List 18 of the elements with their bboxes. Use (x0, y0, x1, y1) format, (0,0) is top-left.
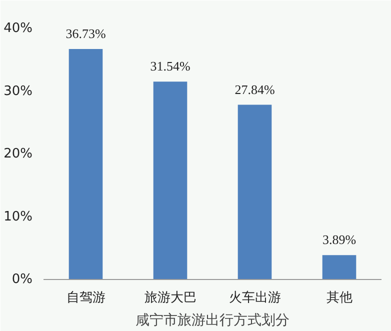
x-tick-label: 火车出游 (228, 290, 281, 306)
y-tick-label: 30% (4, 84, 33, 99)
x-tick-label: 自驾游 (66, 290, 106, 306)
data-label: 31.54% (150, 58, 190, 74)
y-tick-label: 10% (4, 209, 33, 224)
data-label: 3.89% (322, 232, 356, 248)
y-tick-label: 40% (4, 21, 33, 36)
data-label: 27.84% (234, 82, 275, 97)
bar (238, 104, 272, 280)
bar (68, 49, 103, 280)
data-label: 36.73% (66, 26, 106, 42)
y-tick-label: 20% (4, 146, 33, 162)
x-tick-label: 旅游大巴 (144, 290, 196, 306)
x-axis-title: 咸宁市旅游出行方式划分 (136, 312, 290, 328)
x-tick-label: 其他 (326, 290, 352, 306)
y-tick-label: 0% (12, 272, 32, 287)
bar (153, 82, 188, 280)
bar (322, 255, 356, 280)
